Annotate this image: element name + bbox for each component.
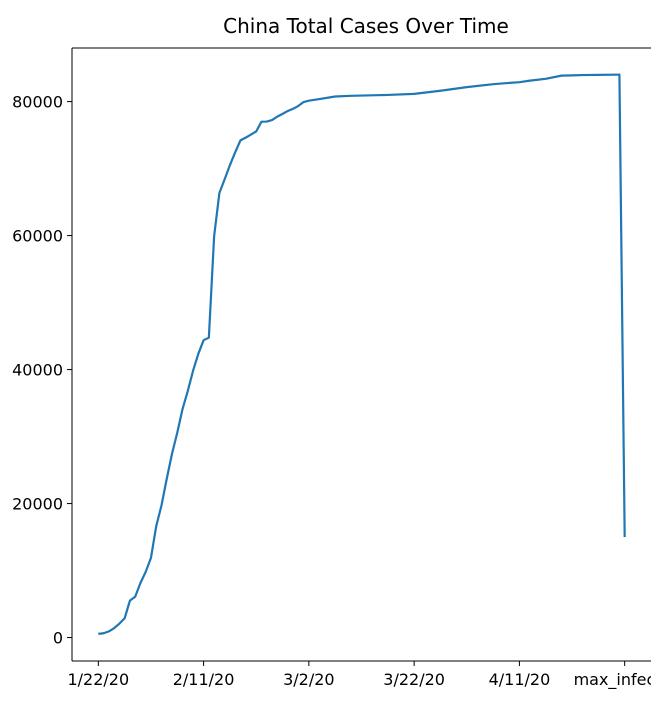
ticks-layer: 0 20000 40000 60000 80000 1/22/20 2/11/20 3/2/2… xyxy=(12,93,651,690)
y-tick-label: 0 xyxy=(53,629,63,648)
plot-layer xyxy=(98,73,626,635)
y-tick-label: 80000 xyxy=(12,93,63,112)
x-tick-label: 1/22/20 xyxy=(67,670,129,689)
x-tick-label: 4/11/20 xyxy=(489,670,551,689)
axes-layer xyxy=(71,47,651,662)
y-tick-label: 40000 xyxy=(12,361,63,380)
x-tick-label: 3/22/20 xyxy=(383,670,445,689)
x-tick-label: 2/11/20 xyxy=(173,670,235,689)
y-tick-label: 60000 xyxy=(12,227,63,246)
y-tick-label: 20000 xyxy=(12,495,63,514)
chart-title: China Total Cases Over Time xyxy=(223,14,509,38)
x-tick-label: max_infectio xyxy=(574,670,651,690)
series-line xyxy=(98,73,626,635)
x-tick-label: 3/2/20 xyxy=(283,670,335,689)
